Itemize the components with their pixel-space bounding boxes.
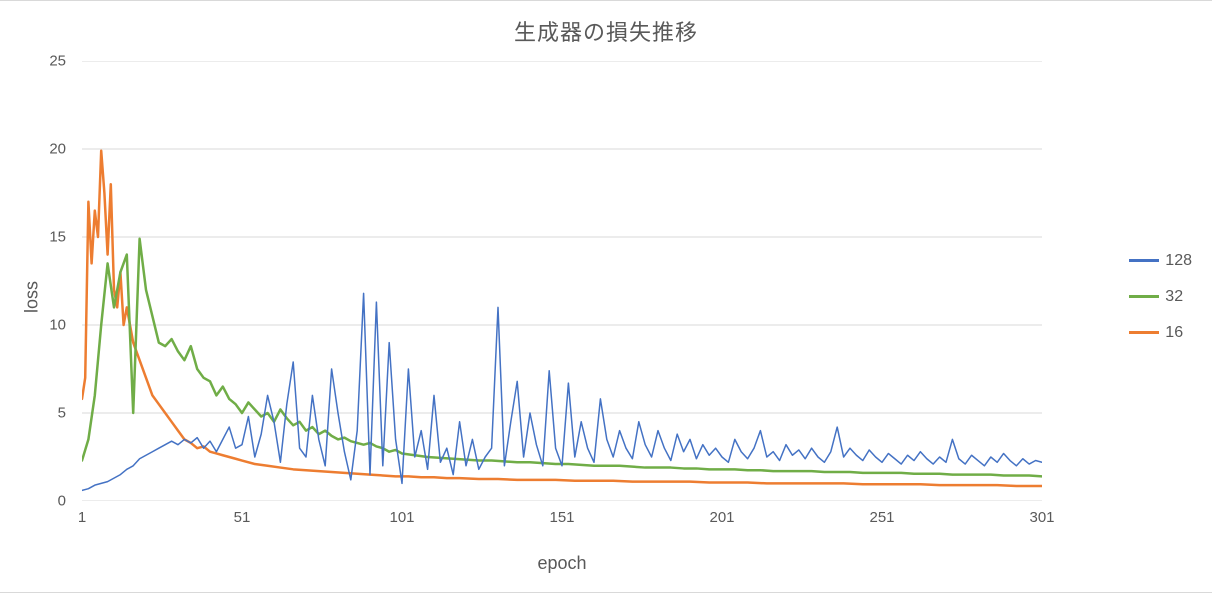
x-axis-label: epoch (82, 553, 1042, 574)
x-tick-label: 251 (869, 509, 894, 526)
series-line-16 (82, 151, 1042, 486)
chart-title: 生成器の損失推移 (0, 15, 1212, 47)
plot-area (82, 61, 1042, 501)
legend: 128 32 16 (1129, 252, 1192, 342)
legend-swatch (1129, 259, 1159, 262)
y-tick-label: 25 (6, 53, 66, 70)
legend-item-128: 128 (1129, 252, 1192, 270)
y-tick-label: 10 (6, 317, 66, 334)
chart-svg (82, 61, 1042, 501)
x-tick-label: 101 (389, 509, 414, 526)
legend-swatch (1129, 295, 1159, 298)
legend-item-16: 16 (1129, 324, 1192, 342)
legend-label: 128 (1165, 252, 1192, 270)
y-tick-labels: 0510152025 (0, 61, 74, 501)
chart-container: 生成器の損失推移 loss 0510152025 151101151201251… (0, 0, 1212, 593)
x-tick-label: 51 (234, 509, 251, 526)
x-tick-label: 301 (1029, 509, 1054, 526)
x-tick-label: 201 (709, 509, 734, 526)
y-tick-label: 20 (6, 141, 66, 158)
y-tick-label: 15 (6, 229, 66, 246)
legend-item-32: 32 (1129, 288, 1192, 306)
y-tick-label: 0 (6, 493, 66, 510)
x-tick-label: 151 (549, 509, 574, 526)
series-line-32 (82, 239, 1042, 477)
x-tick-labels: 151101151201251301 (82, 505, 1042, 529)
x-tick-label: 1 (78, 509, 86, 526)
legend-label: 32 (1165, 288, 1183, 306)
y-tick-label: 5 (6, 405, 66, 422)
legend-label: 16 (1165, 324, 1183, 342)
legend-swatch (1129, 331, 1159, 334)
